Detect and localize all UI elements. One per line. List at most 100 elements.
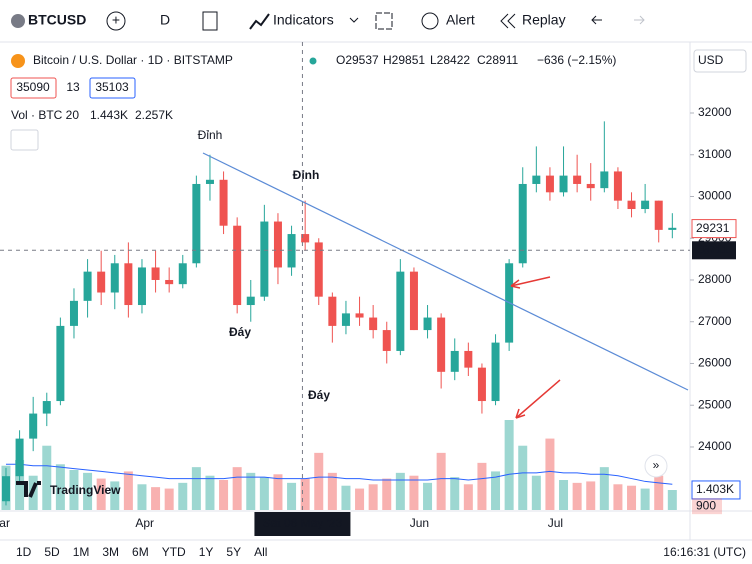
candle-body xyxy=(437,317,446,372)
x-tick-label: Apr xyxy=(135,516,154,530)
candle-body xyxy=(1,476,10,502)
btc-icon xyxy=(11,54,25,68)
layouts[interactable] xyxy=(375,12,393,30)
range-button[interactable]: 1M xyxy=(73,545,90,559)
spread: 13 xyxy=(66,80,80,94)
volume-bar xyxy=(273,474,283,510)
candle-body xyxy=(205,179,214,184)
candle-body xyxy=(137,267,146,306)
candle-body xyxy=(83,271,92,301)
candle-body xyxy=(341,313,350,326)
volume-bar xyxy=(463,484,473,510)
volume-bar xyxy=(667,490,677,510)
annotation: Đỉnh xyxy=(198,128,223,142)
volume-bar xyxy=(409,475,419,510)
currency-box[interactable] xyxy=(693,49,747,73)
volume-bar xyxy=(219,480,229,510)
volume-bar xyxy=(613,484,623,510)
volume-bar xyxy=(96,478,106,510)
volume-bar xyxy=(586,481,596,510)
currency[interactable]: USD xyxy=(698,53,724,67)
range-button[interactable]: 6M xyxy=(132,545,149,559)
volume-bar xyxy=(355,488,365,510)
candle-body xyxy=(56,325,65,402)
volume-badge-label: 1.403K xyxy=(696,482,734,496)
range-button[interactable]: YTD xyxy=(162,545,186,559)
chart-type[interactable] xyxy=(202,11,218,31)
legend-open: O29537 xyxy=(336,53,379,67)
candle-body xyxy=(464,350,473,368)
ask[interactable]: 35103 xyxy=(95,80,129,94)
candle-body xyxy=(573,175,582,184)
candle-body xyxy=(355,313,364,318)
candle-body xyxy=(518,183,527,264)
range-button[interactable]: 5D xyxy=(44,545,60,559)
plus: + xyxy=(112,12,120,28)
candle-body xyxy=(545,175,554,193)
candle-body xyxy=(69,300,78,326)
ask-box[interactable] xyxy=(89,77,136,99)
collapse-legend[interactable] xyxy=(10,129,39,151)
candle-body xyxy=(450,350,459,372)
bid-box[interactable] xyxy=(10,77,57,99)
candle-body xyxy=(42,401,51,414)
range-button[interactable]: 1Y xyxy=(199,545,214,559)
x-tick-label: ar xyxy=(0,516,10,530)
bid[interactable]: 35090 xyxy=(16,80,50,94)
x-tick-label: Jun xyxy=(410,516,429,530)
volume-bar xyxy=(423,482,433,510)
crosshair-date: Sat 06 May '23 xyxy=(263,516,343,530)
y-tick-label: 31000 xyxy=(698,147,732,161)
vol-value: 1.443K xyxy=(90,108,128,122)
volume-tick-label: 900 xyxy=(696,498,716,512)
candle-body xyxy=(600,171,609,189)
candle-body xyxy=(627,200,636,210)
volume-bar xyxy=(287,482,297,510)
range-button[interactable]: 3M xyxy=(102,545,119,559)
candle-body xyxy=(15,438,24,477)
volume-bar xyxy=(627,485,637,510)
last-price: 29231 xyxy=(696,221,730,235)
candle-body xyxy=(165,279,174,285)
volume-bar xyxy=(123,471,133,510)
volume-bar xyxy=(450,477,460,510)
interval[interactable]: D xyxy=(160,12,170,28)
legend-title: Bitcoin / U.S. Dollar · 1D · BITSTAMP xyxy=(33,53,233,67)
volume-bar xyxy=(518,445,528,510)
scroll-button[interactable] xyxy=(644,454,668,478)
symbol[interactable]: BTCUSD xyxy=(28,12,86,28)
indicators-icon xyxy=(249,13,270,30)
candle-body xyxy=(396,271,405,351)
replay-icon xyxy=(500,13,516,29)
volume-bar xyxy=(246,472,256,510)
candle-body xyxy=(124,263,133,306)
volume-bar xyxy=(640,488,650,510)
volume-bar xyxy=(477,462,487,510)
crosshair-date-badge xyxy=(254,512,351,536)
alert[interactable]: Alert xyxy=(446,12,475,28)
x-tick-label: Jul xyxy=(548,516,563,530)
range-button[interactable]: 5Y xyxy=(226,545,241,559)
range-button[interactable]: All xyxy=(254,545,267,559)
volume-ma xyxy=(5,463,673,485)
add-symbol[interactable] xyxy=(106,11,126,31)
redo[interactable] xyxy=(634,15,645,25)
candle-body xyxy=(641,200,650,210)
range-button[interactable]: 1D xyxy=(16,545,32,559)
volume-bar xyxy=(559,480,569,510)
volume-bar xyxy=(341,485,351,510)
candle-body xyxy=(328,296,337,326)
volume-bar xyxy=(205,475,215,510)
search-icon[interactable] xyxy=(11,14,25,28)
volume-bar xyxy=(137,484,147,510)
replay[interactable]: Replay xyxy=(522,12,566,28)
candle-body xyxy=(301,234,310,243)
volume-bar xyxy=(178,482,188,510)
undo[interactable] xyxy=(591,15,602,25)
indicators[interactable]: Indicators xyxy=(273,12,334,28)
alert-icon xyxy=(421,12,439,30)
volume-bar xyxy=(572,482,582,510)
candle-body xyxy=(110,263,119,293)
candle-body xyxy=(477,367,486,402)
